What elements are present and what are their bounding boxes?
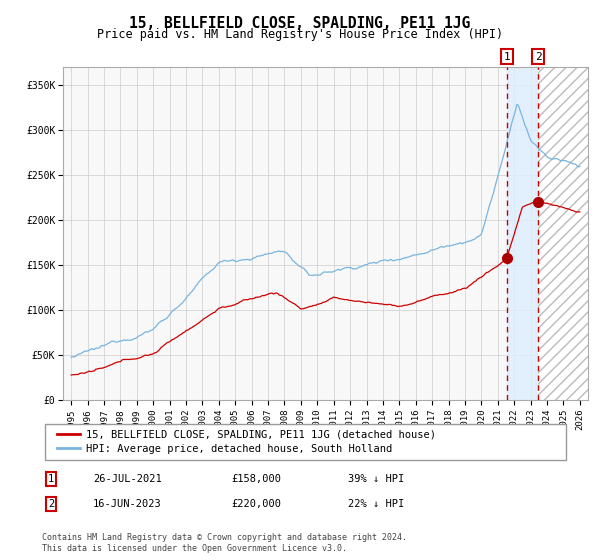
Bar — [538, 67, 588, 400]
Text: Price paid vs. HM Land Registry's House Price Index (HPI): Price paid vs. HM Land Registry's House … — [97, 28, 503, 41]
Text: £158,000: £158,000 — [231, 474, 281, 484]
FancyBboxPatch shape — [44, 424, 566, 460]
Text: 15, BELLFIELD CLOSE, SPALDING, PE11 1JG: 15, BELLFIELD CLOSE, SPALDING, PE11 1JG — [130, 16, 470, 31]
Text: 1: 1 — [504, 52, 511, 62]
Text: Contains HM Land Registry data © Crown copyright and database right 2024.
This d: Contains HM Land Registry data © Crown c… — [42, 533, 407, 553]
Text: 22% ↓ HPI: 22% ↓ HPI — [348, 499, 404, 509]
Text: £220,000: £220,000 — [231, 499, 281, 509]
Text: 39% ↓ HPI: 39% ↓ HPI — [348, 474, 404, 484]
Text: 2: 2 — [48, 499, 54, 509]
Text: 26-JUL-2021: 26-JUL-2021 — [93, 474, 162, 484]
Text: 16-JUN-2023: 16-JUN-2023 — [93, 499, 162, 509]
Text: 1: 1 — [48, 474, 54, 484]
Text: 2: 2 — [535, 52, 542, 62]
Bar — [507, 67, 538, 400]
Legend: 15, BELLFIELD CLOSE, SPALDING, PE11 1JG (detached house), HPI: Average price, de: 15, BELLFIELD CLOSE, SPALDING, PE11 1JG … — [52, 426, 440, 458]
